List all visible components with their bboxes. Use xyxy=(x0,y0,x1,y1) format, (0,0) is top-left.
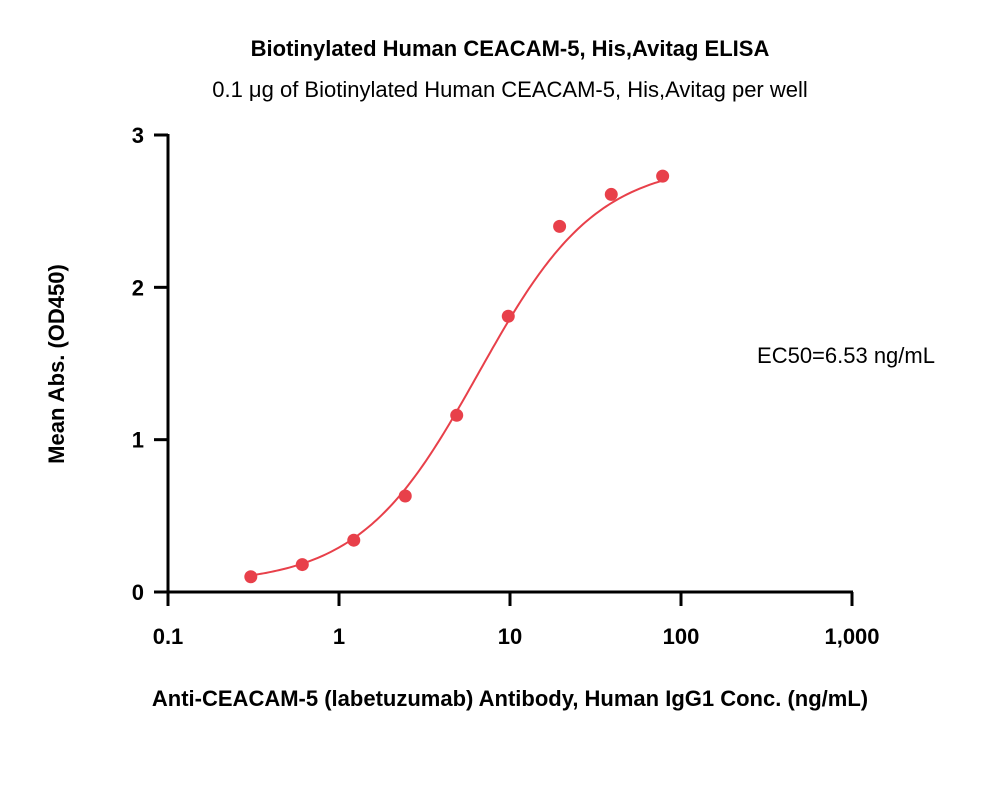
data-point xyxy=(656,169,670,183)
data-point xyxy=(398,489,412,503)
data-point xyxy=(347,533,361,547)
y-tick-label: 0 xyxy=(132,580,144,605)
ec50-annotation: EC50=6.53 ng/mL xyxy=(757,343,935,368)
chart-title: Biotinylated Human CEACAM-5, His,Avitag … xyxy=(251,36,770,61)
data-point xyxy=(604,187,618,201)
chart-subtitle: 0.1 μg of Biotinylated Human CEACAM-5, H… xyxy=(212,77,808,102)
x-axis-label: Anti-CEACAM-5 (labetuzumab) Antibody, Hu… xyxy=(152,686,868,711)
data-point xyxy=(553,219,567,233)
x-tick-label: 100 xyxy=(663,624,700,649)
x-tick-label: 10 xyxy=(498,624,522,649)
data-point xyxy=(450,408,464,422)
y-tick-label: 2 xyxy=(132,275,144,300)
data-point xyxy=(501,309,515,323)
axes xyxy=(166,134,853,594)
x-ticks: 0.1 1 10 100 1,000 xyxy=(153,592,880,649)
x-tick-label: 1 xyxy=(333,624,345,649)
x-tick-label: 0.1 xyxy=(153,624,184,649)
x-tick-label: 1,000 xyxy=(824,624,879,649)
y-ticks: 0 1 2 3 xyxy=(132,123,168,605)
y-tick-label: 1 xyxy=(132,428,144,453)
data-point xyxy=(244,570,258,584)
data-point xyxy=(295,558,309,572)
fit-curve xyxy=(250,179,663,577)
data-points xyxy=(244,169,670,584)
y-axis-label: Mean Abs. (OD450) xyxy=(44,264,69,464)
y-tick-label: 3 xyxy=(132,123,144,148)
